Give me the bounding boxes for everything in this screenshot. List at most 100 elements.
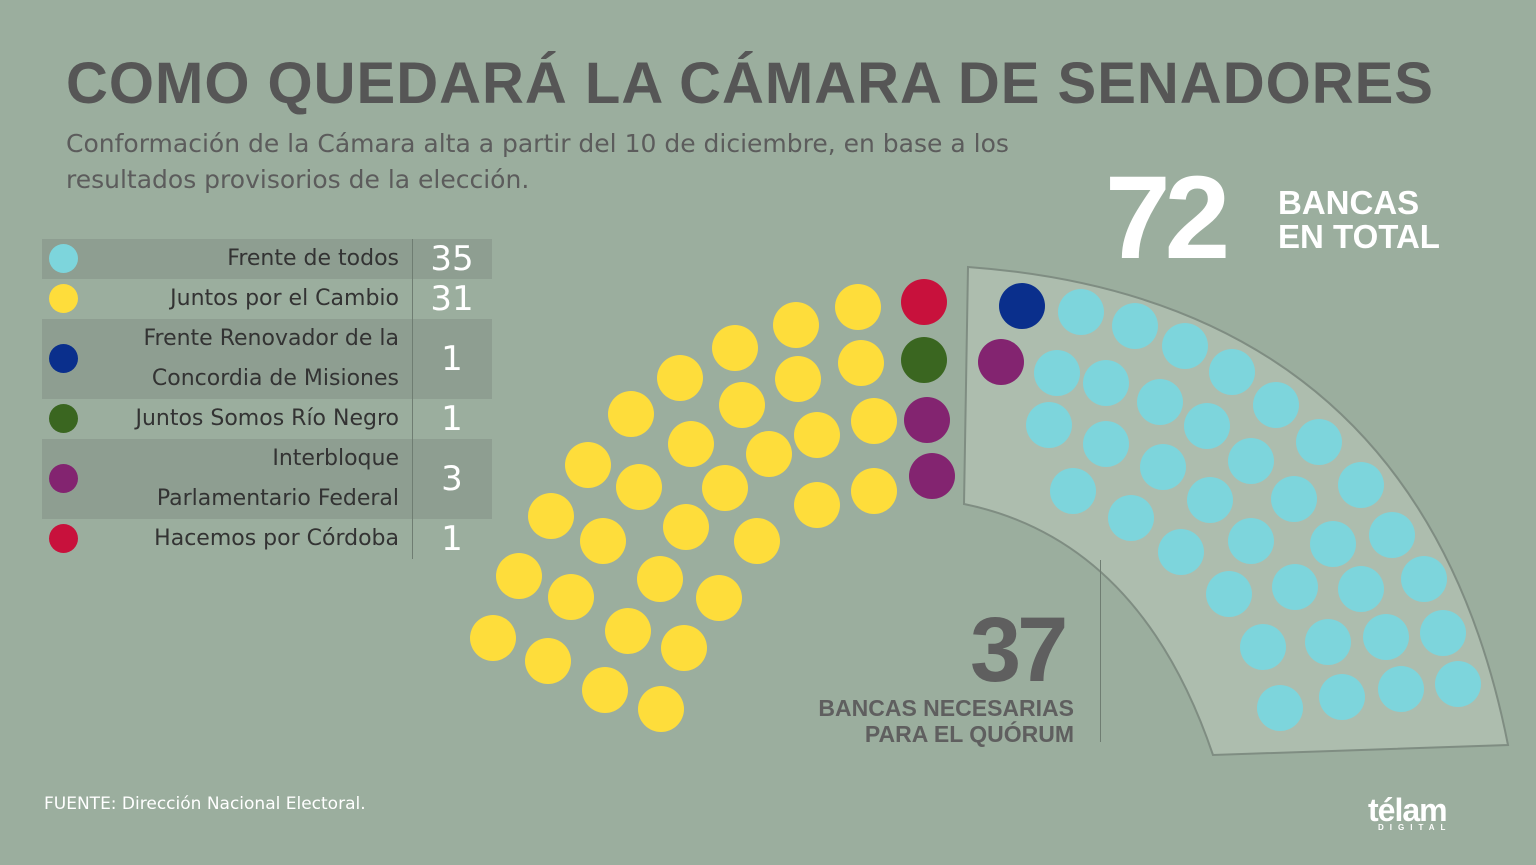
seat [978, 339, 1024, 385]
seat [904, 397, 950, 443]
quorum-label-2: PARA EL QUÓRUM [864, 721, 1074, 747]
seat [1162, 323, 1208, 369]
seat [663, 504, 709, 550]
legend-value: 35 [412, 239, 491, 279]
seat [851, 468, 897, 514]
seat [1209, 349, 1255, 395]
subtitle: Conformación de la Cámara alta a partir … [66, 129, 1009, 194]
source-note: FUENTE: Dirección Nacional Electoral. [44, 794, 366, 814]
seat [1363, 614, 1409, 660]
seat [1184, 403, 1230, 449]
seat [1112, 303, 1158, 349]
seat [605, 608, 651, 654]
seat [548, 574, 594, 620]
seat [1296, 419, 1342, 465]
legend-value: 1 [412, 519, 491, 559]
seat [1378, 666, 1424, 712]
seat [712, 325, 758, 371]
legend-row: Frente Renovador de la Concordia de Misio… [42, 319, 492, 399]
seat [999, 283, 1045, 329]
seat [1338, 462, 1384, 508]
quorum-label: BANCAS NECESARIAS PARA EL QUÓRUM [818, 695, 1074, 747]
quorum-value: 37 [970, 599, 1068, 701]
seat [661, 625, 707, 671]
seat [1369, 512, 1415, 558]
legend-swatch [49, 524, 78, 553]
seat [528, 493, 574, 539]
seat [616, 464, 662, 510]
seat [496, 553, 542, 599]
seat [470, 615, 516, 661]
quorum-label-1: BANCAS NECESARIAS [818, 695, 1074, 721]
seat [637, 556, 683, 602]
legend-label: Frente de todos [227, 246, 399, 271]
legend-value: 3 [412, 439, 491, 519]
quorum-divider [1100, 560, 1101, 742]
seat [1228, 518, 1274, 564]
legend-row: Hacemos por Córdoba 1 [42, 519, 492, 559]
seat [901, 337, 947, 383]
seat [580, 518, 626, 564]
seat [702, 465, 748, 511]
logo-name: télam [1368, 792, 1448, 828]
seat [901, 279, 947, 325]
telam-logo: télam DIGITAL [1368, 792, 1451, 832]
legend-row: Interbloque Parlamentario Federal 3 [42, 439, 492, 519]
seat [1140, 444, 1186, 490]
seat [1435, 661, 1481, 707]
legend-label: Frente Renovador de la Concordia de Misio… [143, 326, 399, 391]
seat [668, 421, 714, 467]
legend-swatch [49, 284, 78, 313]
total-seats-value: 72 [1105, 152, 1230, 284]
total-label-2: EN TOTAL [1278, 218, 1440, 255]
total-seats-label: BANCAS EN TOTAL [1278, 186, 1440, 254]
seat [719, 382, 765, 428]
legend: Frente de todos 35 Juntos por el Cambio 31 F… [42, 239, 492, 559]
logo-sub: DIGITAL [1378, 823, 1452, 832]
legend-swatch [49, 244, 78, 273]
seat [1305, 619, 1351, 665]
seat [1108, 495, 1154, 541]
seat [525, 638, 571, 684]
legend-value: 1 [412, 399, 491, 439]
total-label-1: BANCAS [1278, 184, 1420, 221]
legend-value: 1 [412, 319, 491, 399]
seat [1228, 438, 1274, 484]
seat [1310, 521, 1356, 567]
legend-value: 31 [412, 279, 491, 319]
seat [1338, 566, 1384, 612]
seat [608, 391, 654, 437]
seat [1240, 624, 1286, 670]
legend-label: Hacemos por Córdoba [154, 526, 399, 551]
seat [1158, 529, 1204, 575]
seat [1137, 379, 1183, 425]
legend-swatch [49, 344, 78, 373]
seat [835, 284, 881, 330]
seat [1058, 289, 1104, 335]
legend-label: Juntos por el Cambio [170, 286, 399, 311]
seat [746, 431, 792, 477]
seat [851, 398, 897, 444]
seat [794, 412, 840, 458]
legend-swatch [49, 404, 78, 433]
legend-row: Juntos Somos Río Negro 1 [42, 399, 492, 439]
seat [1401, 556, 1447, 602]
page-title: COMO QUEDARÁ LA CÁMARA DE SENADORES [66, 51, 1434, 116]
seat [909, 453, 955, 499]
legend-label: Interbloque Parlamentario Federal [156, 446, 399, 511]
legend-swatch [49, 464, 78, 493]
seat [638, 686, 684, 732]
seat [1083, 421, 1129, 467]
seat [1187, 477, 1233, 523]
seat [1034, 350, 1080, 396]
seat [1420, 610, 1466, 656]
seat [696, 575, 742, 621]
seat [773, 302, 819, 348]
seat [1271, 476, 1317, 522]
seat [1257, 685, 1303, 731]
seat [734, 518, 780, 564]
seat [1319, 674, 1365, 720]
seat [794, 482, 840, 528]
seat [1083, 360, 1129, 406]
